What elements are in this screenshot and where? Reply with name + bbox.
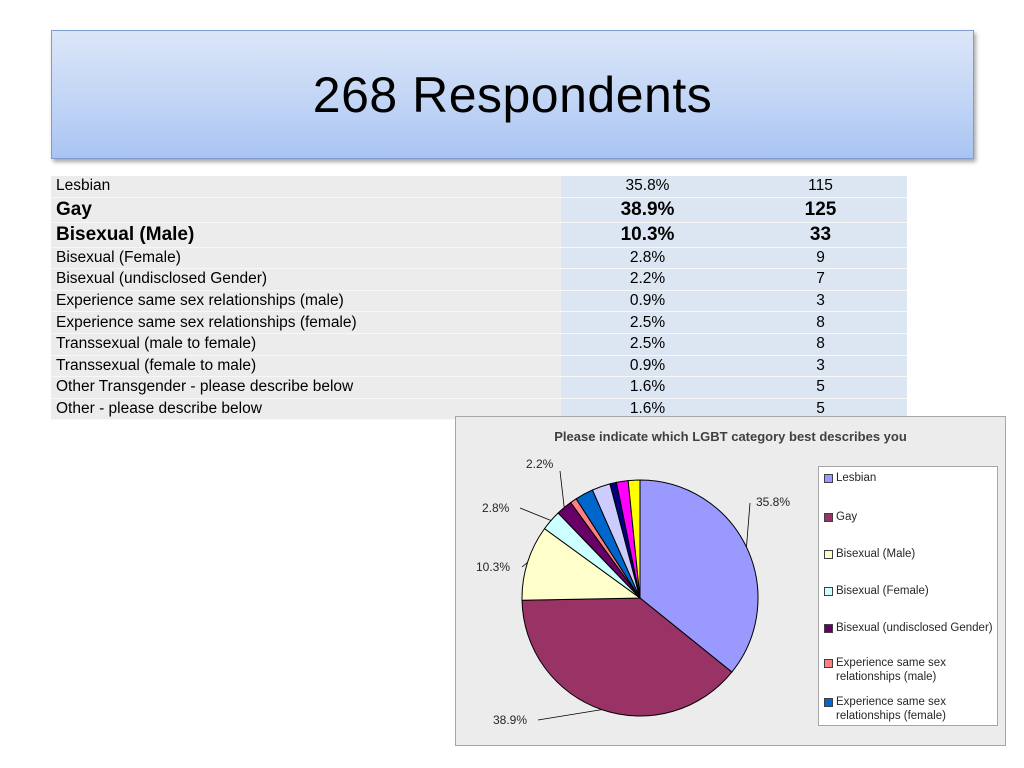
row-count: 5	[734, 398, 907, 420]
table-row: Bisexual (Female) 2.8% 9	[51, 247, 907, 269]
table-row: Bisexual (undisclosed Gender) 2.2% 7	[51, 268, 907, 291]
legend-swatch	[824, 624, 833, 633]
legend-label: Bisexual (undisclosed Gender)	[836, 622, 993, 634]
legend-item: Experience same sex relationships (femal…	[824, 695, 996, 723]
table-row: Other - please describe below 1.6% 5	[51, 398, 907, 420]
row-percent: 2.5%	[561, 333, 734, 356]
row-count: 8	[734, 311, 907, 334]
legend-item: Gay	[824, 510, 996, 524]
row-label: Other - please describe below	[51, 398, 561, 420]
row-count: 33	[734, 222, 907, 248]
row-count: 5	[734, 376, 907, 399]
row-count: 8	[734, 333, 907, 356]
legend-swatch	[824, 587, 833, 596]
row-percent: 2.2%	[561, 268, 734, 291]
data-label: 2.8%	[482, 501, 510, 515]
row-label: Other Transgender - please describe belo…	[51, 376, 561, 399]
legend-swatch	[824, 550, 833, 559]
table-row: Lesbian 35.8% 115	[51, 176, 907, 198]
row-count: 7	[734, 268, 907, 291]
data-label: 2.2%	[526, 457, 554, 471]
data-label-leader	[521, 562, 528, 568]
legend-label: Experience same sex relationships (femal…	[836, 696, 946, 722]
row-percent: 38.9%	[561, 197, 734, 223]
row-label: Gay	[51, 197, 561, 223]
table-row: Experience same sex relationships (male)…	[51, 290, 907, 312]
pie-slice	[627, 479, 641, 599]
legend-label: Gay	[836, 511, 858, 523]
row-label: Lesbian	[51, 176, 561, 198]
row-percent: 1.6%	[561, 376, 734, 399]
legend-item: Bisexual (Male)	[824, 547, 996, 561]
data-label-leader	[519, 507, 552, 521]
legend-swatch	[824, 659, 833, 668]
data-label: 38.9%	[493, 713, 527, 727]
row-count: 9	[734, 247, 907, 269]
data-label-leader	[537, 709, 602, 721]
row-label: Experience same sex relationships (femal…	[51, 311, 561, 334]
table-row: Transsexual (female to male) 0.9% 3	[51, 355, 907, 377]
legend-label: Lesbian	[836, 472, 877, 484]
chart-title: Please indicate which LGBT category best…	[554, 429, 907, 444]
legend-label: Bisexual (Female)	[836, 585, 929, 597]
row-label: Transsexual (female to male)	[51, 355, 561, 377]
table-row: Gay 38.9% 125	[51, 197, 907, 223]
row-percent: 0.9%	[561, 355, 734, 377]
table-row: Bisexual (Male) 10.3% 33	[51, 222, 907, 248]
legend-item: Lesbian	[824, 471, 996, 485]
row-label: Bisexual (Male)	[51, 222, 561, 248]
legend-item: Bisexual (Female)	[824, 584, 996, 598]
legend-swatch	[824, 698, 833, 707]
legend-swatch	[824, 513, 833, 522]
row-label: Bisexual (Female)	[51, 247, 561, 269]
respondents-table: Lesbian 35.8% 115 Gay 38.9% 125 Bisexual (Male…	[51, 176, 907, 420]
pie-chart-panel: Please indicate which LGBT category best…	[455, 416, 1006, 746]
row-count: 3	[734, 290, 907, 312]
pie-chart: 35.8% 38.9% 10.3% 2.8% 2.2%	[476, 457, 790, 727]
legend-label: Experience same sex relationships (male)	[836, 657, 946, 683]
table-row: Other Transgender - please describe belo…	[51, 376, 907, 399]
row-percent: 2.8%	[561, 247, 734, 269]
row-label: Transsexual (male to female)	[51, 333, 561, 356]
table-row: Transsexual (male to female) 2.5% 8	[51, 333, 907, 356]
row-percent: 35.8%	[561, 176, 734, 198]
row-percent: 1.6%	[561, 398, 734, 420]
chart-legend: Lesbian Gay Bisexual (Male) Bisexual (Femal…	[818, 466, 998, 726]
row-percent: 10.3%	[561, 222, 734, 248]
legend-swatch	[824, 474, 833, 483]
pie-slice	[521, 527, 642, 601]
row-percent: 0.9%	[561, 290, 734, 312]
title-banner: 268 Respondents	[51, 30, 974, 159]
data-label-leader	[746, 502, 751, 548]
legend-label: Bisexual (Male)	[836, 548, 916, 560]
row-count: 115	[734, 176, 907, 198]
table-body: Lesbian 35.8% 115 Gay 38.9% 125 Bisexual (Male…	[51, 176, 907, 420]
row-label: Bisexual (undisclosed Gender)	[51, 268, 561, 291]
page-title: 268 Respondents	[312, 66, 713, 123]
row-count: 125	[734, 197, 907, 223]
legend-item: Bisexual (undisclosed Gender)	[824, 621, 996, 635]
legend-item: Experience same sex relationships (male)	[824, 656, 996, 684]
data-label: 10.3%	[476, 560, 510, 574]
data-label: 35.8%	[756, 495, 790, 509]
data-label-leader	[559, 470, 565, 508]
table-row: Experience same sex relationships (femal…	[51, 311, 907, 334]
row-count: 3	[734, 355, 907, 377]
row-percent: 2.5%	[561, 311, 734, 334]
row-label: Experience same sex relationships (male)	[51, 290, 561, 312]
